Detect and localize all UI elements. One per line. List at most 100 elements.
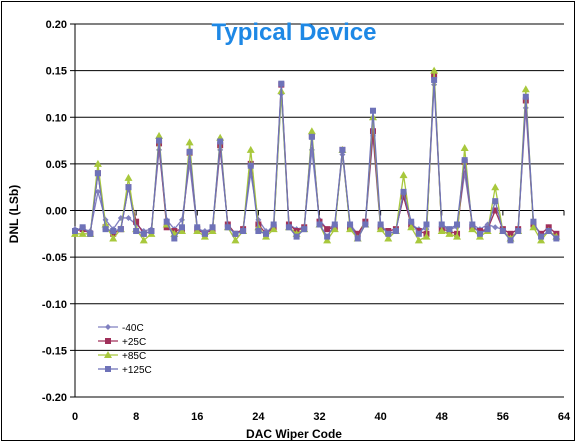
x-tick-label-7: 56	[497, 411, 509, 423]
x-tick-label-8: 64	[558, 411, 571, 423]
series-3-point-33	[324, 233, 331, 240]
series-3-point-28	[285, 224, 292, 231]
series-2-point-36	[346, 225, 355, 233]
series-0-point-3	[94, 188, 101, 195]
series-3-point-61	[538, 233, 545, 240]
series-2-point-11	[155, 131, 164, 139]
series-3-point-62	[545, 228, 552, 235]
series-3-point-23	[247, 162, 254, 169]
series-2-point-50	[453, 232, 462, 240]
series-3-point-5	[110, 228, 117, 235]
series-3-point-15	[186, 148, 193, 155]
series-3-point-58	[515, 228, 522, 235]
series-3-point-44	[408, 218, 415, 225]
series-2-point-4	[101, 220, 110, 228]
legend-label-1: +25C	[122, 337, 146, 348]
series-2-point-18	[208, 227, 217, 235]
legend-label-0: -40C	[122, 323, 144, 334]
series-3-point-29	[293, 233, 300, 240]
series-2-point-3	[93, 159, 102, 167]
series-1-point-39	[369, 128, 376, 135]
series-2-point-48	[437, 227, 446, 235]
series-3-point-60	[530, 218, 537, 225]
series-2-point-7	[124, 173, 133, 181]
series-2-point-51	[460, 144, 469, 152]
series-3-point-26	[270, 221, 277, 228]
series-3-point-39	[369, 107, 376, 114]
series-2-point-59	[521, 85, 530, 93]
series-2-point-49	[445, 229, 454, 237]
x-tick-label-3: 24	[252, 411, 265, 423]
x-axis-title: DAC Wiper Code	[246, 427, 342, 441]
legend-marker-0	[105, 324, 111, 330]
series-2-point-34	[330, 225, 339, 233]
y-tick-label-5: -0.05	[42, 252, 67, 264]
series-3-point-35	[339, 146, 346, 153]
x-tick-label-1: 8	[133, 411, 139, 423]
series-2-point-60	[529, 223, 538, 231]
legend-marker-2	[104, 351, 112, 358]
series-3-point-17	[201, 230, 208, 237]
x-tick-label-6: 48	[436, 411, 448, 423]
series-1-point-57	[507, 230, 514, 237]
series-3-point-57	[507, 237, 514, 244]
series-3-point-2	[87, 230, 94, 237]
series-2	[71, 66, 561, 244]
series-3-point-52	[469, 221, 476, 228]
legend-label-3: +125C	[122, 365, 152, 376]
series-3-point-47	[431, 76, 438, 83]
series-3-point-14	[178, 224, 185, 231]
y-tick-label-4: 0.00	[46, 206, 67, 218]
series-2-point-26	[269, 225, 278, 233]
series-3-point-42	[392, 228, 399, 235]
series-3-point-27	[278, 80, 285, 87]
legend: -40C +25C +85C +125C	[98, 323, 152, 376]
series-3-point-37	[354, 235, 361, 242]
series-line-0	[75, 84, 557, 235]
y-tick-label-3: 0.05	[46, 159, 67, 171]
series-3-point-16	[194, 224, 201, 231]
y-tick-label-6: -0.10	[42, 299, 67, 311]
series-2-point-45	[414, 236, 423, 244]
series-3-point-59	[522, 93, 529, 100]
series-line-3	[74, 79, 557, 242]
series-3-point-38	[362, 221, 369, 228]
series-3-point-1	[79, 224, 86, 231]
series-3-point-4	[102, 226, 109, 233]
series-2-point-9	[139, 236, 148, 244]
series-2-point-47	[430, 66, 439, 74]
y-tick-label-7: -0.15	[42, 345, 67, 357]
series-3-point-25	[263, 230, 270, 237]
series-3-point-0	[72, 228, 78, 235]
series-3-point-3	[94, 170, 101, 177]
series-1-point-37	[354, 230, 361, 237]
series-3-point-6	[117, 226, 124, 233]
series-3-point-53	[476, 230, 483, 237]
series-3-point-34	[331, 221, 338, 228]
y-tick-label-2: 0.10	[46, 112, 67, 124]
series-3-point-7	[125, 184, 132, 191]
x-tick-label-0: 0	[72, 411, 78, 423]
series-3-point-36	[347, 221, 354, 228]
legend-marker-1	[105, 338, 111, 344]
series-2-point-31	[307, 127, 316, 135]
series-3-point-18	[209, 224, 216, 231]
chart-title: Typical Device	[212, 19, 377, 46]
series-3-point-20	[224, 224, 231, 231]
series-3-point-55	[492, 198, 499, 205]
series-2-point-23	[246, 145, 255, 153]
series-lines	[71, 66, 561, 244]
x-tick-label-5: 40	[375, 411, 387, 423]
series-2-point-41	[384, 234, 393, 242]
series-3-point-51	[461, 157, 468, 164]
axes	[70, 23, 565, 398]
series-3-point-10	[148, 228, 155, 235]
tick-labels: 0 8 16 24 32 40 48 56 64 0.20 0.15 0.10 0.05 0.00 -0.0…	[42, 19, 571, 423]
series-3-point-46	[423, 221, 430, 228]
series-3-point-45	[415, 230, 422, 237]
series-3-point-56	[499, 228, 506, 235]
series-line-2	[75, 70, 557, 242]
series-3-point-40	[377, 221, 384, 228]
series-3-point-11	[156, 137, 163, 144]
